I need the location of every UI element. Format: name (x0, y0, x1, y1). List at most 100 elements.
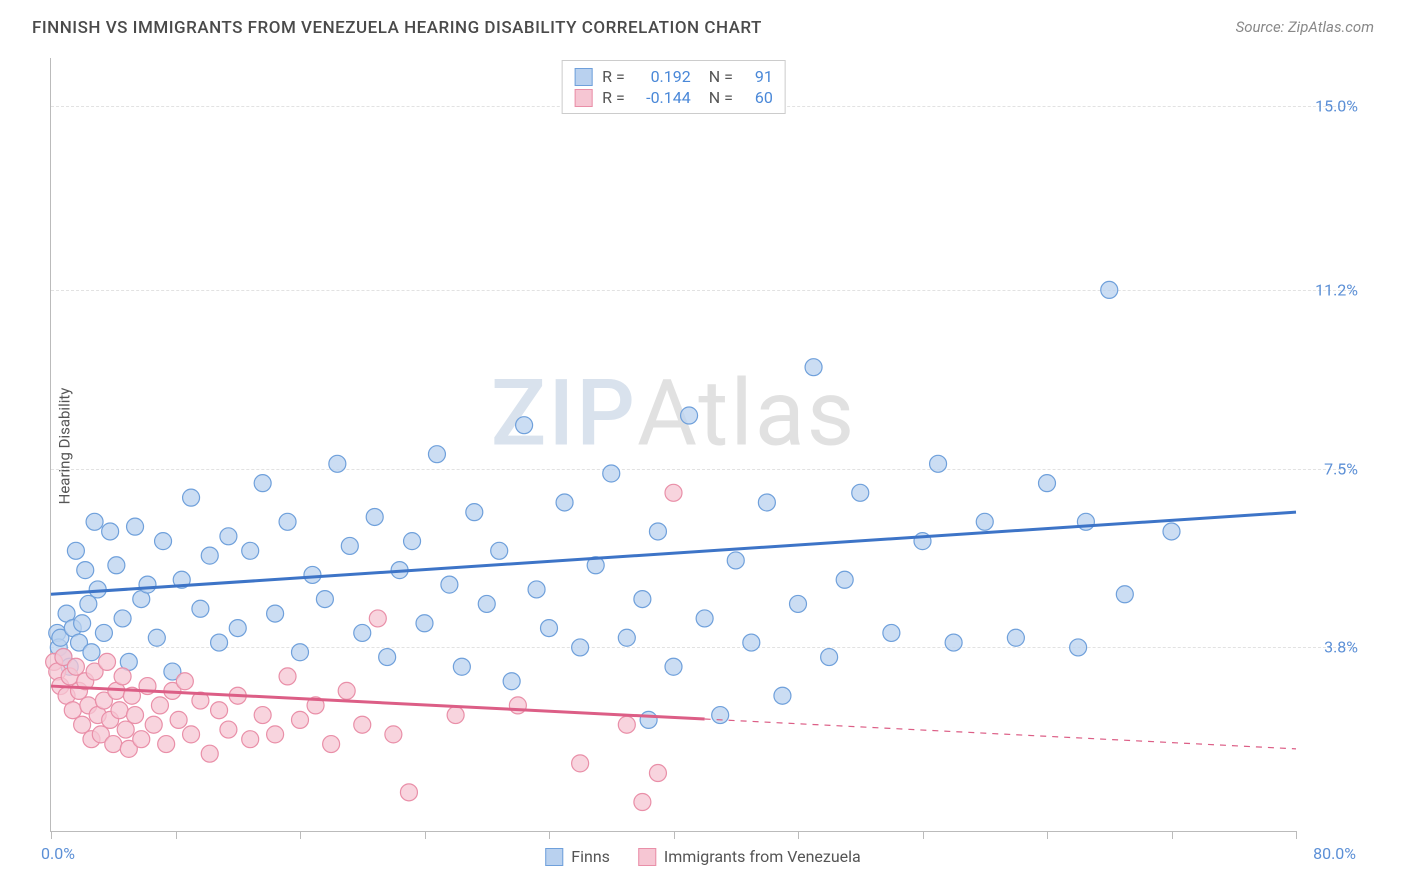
series-legend: Finns Immigrants from Venezuela (545, 847, 861, 866)
data-point (649, 523, 666, 540)
data-point (99, 653, 116, 670)
data-point (618, 716, 635, 733)
data-point (220, 528, 237, 545)
data-point (930, 455, 947, 472)
data-point (254, 707, 271, 724)
r-value: 0.192 (635, 67, 691, 86)
plot-svg (51, 58, 1296, 831)
data-point (114, 610, 131, 627)
data-point (743, 634, 760, 651)
data-point (83, 644, 100, 661)
data-point (329, 455, 346, 472)
data-point (883, 624, 900, 641)
data-point (696, 610, 713, 627)
data-point (634, 591, 651, 608)
data-point (111, 702, 128, 719)
x-tick (1172, 831, 1173, 839)
data-point (77, 562, 94, 579)
data-point (1101, 281, 1118, 298)
data-point (74, 716, 91, 733)
data-point (279, 668, 296, 685)
x-max-label: 80.0% (1313, 844, 1356, 863)
r-value: -0.144 (635, 88, 691, 107)
series-legend-label: Immigrants from Venezuela (664, 847, 861, 866)
trend-line (51, 686, 705, 719)
data-point (341, 537, 358, 554)
data-point (279, 513, 296, 530)
stats-legend: R =0.192 N =91R =-0.144 N =60 (561, 60, 786, 114)
data-point (852, 484, 869, 501)
data-point (618, 629, 635, 646)
x-tick (176, 831, 177, 839)
data-point (292, 644, 309, 661)
data-point (105, 736, 122, 753)
data-point (229, 620, 246, 637)
data-point (491, 542, 508, 559)
data-point (441, 576, 458, 593)
series-legend-item: Immigrants from Venezuela (638, 847, 861, 866)
x-tick (1047, 831, 1048, 839)
n-label: N = (701, 88, 733, 107)
data-point (155, 533, 172, 550)
data-point (1007, 629, 1024, 646)
data-point (366, 508, 383, 525)
data-point (127, 707, 144, 724)
n-value: 60 (743, 88, 773, 107)
data-point (338, 682, 355, 699)
n-value: 91 (743, 67, 773, 86)
data-point (541, 620, 558, 637)
data-point (316, 591, 333, 608)
data-point (354, 716, 371, 733)
data-point (556, 494, 573, 511)
legend-swatch (574, 68, 592, 86)
data-point (634, 794, 651, 811)
data-point (133, 731, 150, 748)
data-point (158, 736, 175, 753)
data-point (572, 639, 589, 656)
data-point (211, 634, 228, 651)
series-legend-label: Finns (571, 847, 610, 866)
x-min-label: 0.0% (41, 844, 75, 863)
trend-line (51, 512, 1296, 594)
data-point (649, 765, 666, 782)
chart-source: Source: ZipAtlas.com (1236, 18, 1374, 36)
data-point (712, 707, 729, 724)
data-point (466, 504, 483, 521)
data-point (242, 542, 259, 559)
data-point (267, 605, 284, 622)
data-point (379, 649, 396, 666)
data-point (453, 658, 470, 675)
data-point (640, 711, 657, 728)
data-point (201, 547, 218, 564)
data-point (108, 557, 125, 574)
trend-line-extrapolated (705, 719, 1296, 749)
data-point (665, 658, 682, 675)
data-point (201, 745, 218, 762)
data-point (1163, 523, 1180, 540)
data-point (447, 707, 464, 724)
data-point (95, 624, 112, 641)
data-point (400, 784, 417, 801)
data-point (503, 673, 520, 690)
data-point (945, 634, 962, 651)
data-point (151, 697, 168, 714)
data-point (176, 673, 193, 690)
x-tick (1296, 831, 1297, 839)
plot-area: ZIPAtlas R =0.192 N =91R =-0.144 N =60 0… (50, 58, 1296, 832)
data-point (80, 595, 97, 612)
data-point (170, 711, 187, 728)
data-point (67, 542, 84, 559)
data-point (242, 731, 259, 748)
chart-title: FINNISH VS IMMIGRANTS FROM VENEZUELA HEA… (32, 18, 762, 38)
data-point (354, 624, 371, 641)
data-point (603, 465, 620, 482)
data-point (1116, 586, 1133, 603)
data-point (145, 716, 162, 733)
data-point (572, 755, 589, 772)
legend-swatch (545, 848, 563, 866)
data-point (148, 629, 165, 646)
data-point (211, 702, 228, 719)
data-point (323, 736, 340, 753)
chart-header: FINNISH VS IMMIGRANTS FROM VENEZUELA HEA… (0, 0, 1406, 46)
data-point (1039, 475, 1056, 492)
